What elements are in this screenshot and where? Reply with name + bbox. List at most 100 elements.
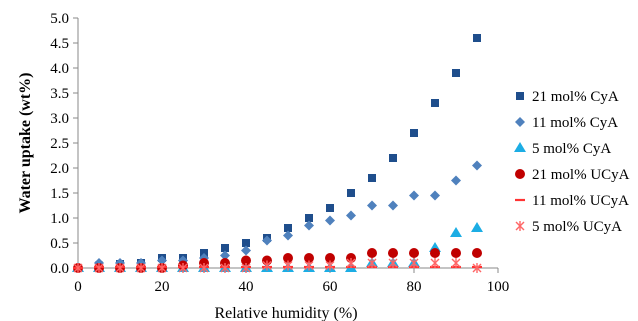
data-point [157, 255, 167, 266]
data-point [367, 200, 377, 211]
data-point [199, 263, 209, 273]
y-tick-label: 2.0 [50, 161, 69, 177]
y-tick-label: 0.5 [50, 236, 69, 252]
data-point [346, 258, 356, 268]
data-point [241, 263, 251, 273]
data-point [304, 220, 314, 231]
y-tick-label: 1.0 [50, 211, 69, 227]
y-axis-ticks: 0.0 0.5 1.0 1.5 2.0 2.5 3.0 3.5 4.0 4.5 5.0 [50, 11, 78, 277]
data-point [472, 263, 482, 273]
data-point [473, 34, 481, 42]
data-point [451, 175, 461, 186]
data-point [409, 190, 419, 201]
y-tick-label: 3.5 [50, 86, 69, 102]
data-point [346, 210, 356, 221]
data-point [389, 154, 397, 162]
data-point [157, 263, 167, 273]
legend-label: 5 mol% CyA [532, 141, 611, 157]
data-point [304, 260, 314, 271]
data-point [388, 200, 398, 211]
data-point [325, 260, 335, 271]
y-tick-label: 2.5 [50, 136, 69, 152]
series-1 [74, 34, 481, 272]
data-point [304, 253, 314, 263]
x-tick-label: 60 [323, 279, 338, 295]
legend-item: 11 mol% UCyA [515, 193, 629, 209]
data-point [262, 235, 272, 246]
data-point [409, 248, 419, 258]
data-point [472, 160, 482, 171]
data-point [388, 258, 398, 268]
legend-label: 11 mol% UCyA [532, 193, 629, 209]
data-point [242, 239, 250, 247]
y-axis-label: Water uptake (wt%) [17, 72, 34, 213]
x-axis-label: Relative humidity (%) [214, 305, 357, 321]
legend-item: 21 mol% UCyA [515, 167, 630, 183]
x-tick-label: 20 [155, 279, 170, 295]
legend-label: 21 mol% UCyA [532, 167, 630, 183]
legend-label: 5 mol% UCyA [532, 219, 622, 235]
legend-item: 5 mol% UCyA [515, 219, 622, 235]
data-point [283, 230, 293, 241]
legend-marker [514, 142, 526, 152]
data-point [325, 253, 335, 263]
data-point [221, 244, 229, 252]
data-point [325, 215, 335, 226]
series-4 [73, 248, 482, 273]
data-point [284, 224, 292, 232]
x-tick-label: 100 [487, 279, 510, 295]
legend-label: 11 mol% CyA [532, 115, 618, 131]
x-tick-label: 0 [74, 279, 82, 295]
data-point [451, 258, 461, 268]
y-tick-label: 1.5 [50, 186, 69, 202]
data-point [283, 253, 293, 263]
series-3 [72, 222, 483, 272]
x-tick-label: 80 [407, 279, 422, 295]
data-point [367, 248, 377, 258]
data-point [178, 263, 188, 273]
y-tick-label: 5.0 [50, 11, 69, 27]
data-point [241, 245, 251, 256]
data-point [430, 248, 440, 258]
data-point [115, 263, 125, 273]
y-tick-label: 3.0 [50, 111, 69, 127]
y-tick-label: 0.0 [50, 261, 69, 277]
x-axis-ticks: 0 20 40 60 80 100 [74, 268, 509, 295]
data-point [451, 248, 461, 258]
data-point [347, 189, 355, 197]
data-point [430, 258, 440, 268]
legend-marker [515, 221, 525, 231]
legend-marker [516, 92, 524, 100]
data-point [220, 250, 230, 261]
y-tick-label: 4.0 [50, 61, 69, 77]
data-point [136, 263, 146, 273]
data-point [410, 129, 418, 137]
data-point [326, 204, 334, 212]
data-point [283, 260, 293, 271]
data-point [305, 214, 313, 222]
data-point [471, 222, 483, 232]
data-point [452, 69, 460, 77]
data-point [430, 190, 440, 201]
series-6 [73, 258, 482, 273]
x-tick-label: 40 [239, 279, 254, 295]
data-point [241, 255, 251, 266]
plot-area [72, 34, 483, 273]
legend-marker [515, 169, 525, 179]
data-point [472, 248, 482, 258]
data-point [220, 263, 230, 273]
legend-item: 11 mol% CyA [515, 115, 618, 131]
data-point [431, 99, 439, 107]
data-point [367, 258, 377, 268]
y-tick-label: 4.5 [50, 36, 69, 52]
data-point [368, 174, 376, 182]
data-point [94, 263, 104, 273]
legend-item: 5 mol% CyA [514, 141, 611, 157]
data-point [73, 263, 83, 273]
data-point [450, 227, 462, 237]
legend-item: 21 mol% CyA [516, 89, 619, 105]
data-point [388, 248, 398, 258]
legend: 21 mol% CyA 11 mol% CyA 5 mol% CyA 21 mol% … [514, 89, 630, 235]
data-point [262, 260, 272, 271]
data-point [409, 258, 419, 268]
